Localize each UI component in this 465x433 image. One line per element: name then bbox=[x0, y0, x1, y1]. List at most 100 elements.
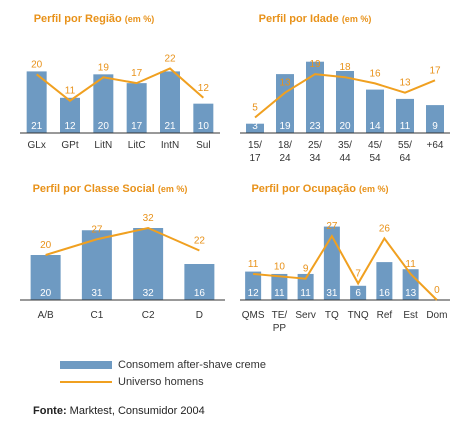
x-tick-label: 35/ bbox=[338, 140, 352, 151]
bar bbox=[184, 264, 215, 300]
chart-title-unit: (em %) bbox=[125, 14, 155, 24]
x-tick-label: Dom bbox=[426, 310, 447, 321]
line-value-label: 11 bbox=[405, 259, 416, 270]
bar-value-label: 21 bbox=[31, 121, 43, 132]
bar bbox=[366, 89, 384, 133]
chart-classe: Perfil por Classe Social (em %) 20 31 32 16 2… bbox=[20, 183, 225, 321]
x-tick-label: TE/ bbox=[272, 310, 288, 321]
x-tick-label: D bbox=[196, 310, 203, 321]
bar bbox=[26, 71, 47, 133]
x-tick-label: Ref bbox=[377, 310, 393, 321]
chart-title-unit: (em %) bbox=[342, 14, 372, 24]
source-label: Fonte: bbox=[33, 405, 67, 417]
line-value-label: 27 bbox=[326, 221, 338, 232]
bar-value-label: 16 bbox=[379, 288, 391, 299]
x-tick-label: LitC bbox=[128, 140, 146, 151]
chart-ocupacao: Perfil por Ocupação (em %) 12 11 11 31 6 16 13 0… bbox=[240, 183, 450, 334]
legend-line-label: Universo homens bbox=[118, 375, 204, 388]
line-value-label: 20 bbox=[31, 59, 43, 70]
bar bbox=[193, 103, 214, 133]
line-value-label: 19 bbox=[309, 59, 321, 70]
chart-title-idade: Perfil por Idade (em %) bbox=[259, 13, 372, 25]
bar-value-label: 11 bbox=[400, 121, 411, 132]
bar-value-label: 21 bbox=[164, 121, 176, 132]
x-tick-label: LitN bbox=[94, 140, 112, 151]
line-value-label: 0 bbox=[434, 285, 440, 296]
chart-title-regiao: Perfil por Região (em %) bbox=[34, 13, 155, 25]
legend: Consomem after-shave creme Universo home… bbox=[60, 357, 266, 391]
bar-value-label: 32 bbox=[143, 288, 155, 299]
legend-item-line: Universo homens bbox=[60, 374, 266, 389]
bar bbox=[426, 105, 444, 133]
bar-value-label: 12 bbox=[248, 288, 260, 299]
x-tick-label: 45/ bbox=[368, 140, 382, 151]
legend-line-swatch bbox=[60, 380, 112, 383]
bar bbox=[306, 61, 324, 134]
chart-idade: Perfil por Idade (em %) 3 19 23 20 14 11 9 5 13 19… bbox=[240, 13, 450, 164]
chart-title-text: Perfil por Ocupação bbox=[251, 183, 359, 195]
line-value-label: 32 bbox=[143, 213, 155, 224]
x-tick-label: Serv bbox=[295, 310, 316, 321]
line-value-label: 10 bbox=[274, 261, 286, 272]
x-tick-label: Est bbox=[403, 310, 418, 321]
bar bbox=[297, 273, 314, 300]
x-tick-label: IntN bbox=[161, 140, 179, 151]
line-value-label: 26 bbox=[379, 223, 391, 234]
x-tick-label: 44 bbox=[339, 153, 351, 164]
x-tick-label: TQ bbox=[325, 310, 339, 321]
line-value-label: 11 bbox=[248, 259, 259, 270]
bar-value-label: 20 bbox=[40, 288, 52, 299]
bar bbox=[350, 285, 367, 300]
chart-title-text: Perfil por Região bbox=[34, 13, 125, 25]
bar-value-label: 13 bbox=[405, 288, 417, 299]
x-tick-label: C2 bbox=[142, 310, 155, 321]
chart-title-ocupacao: Perfil por Ocupação (em %) bbox=[251, 183, 388, 195]
line-value-label: 19 bbox=[98, 62, 110, 73]
x-tick-label: 18/ bbox=[278, 140, 292, 151]
x-tick-label: A/B bbox=[38, 310, 54, 321]
bar-value-label: 3 bbox=[252, 121, 258, 132]
bar-value-label: 16 bbox=[194, 288, 206, 299]
bar bbox=[93, 74, 114, 133]
chart-regiao: Perfil por Região (em %) 21 12 20 17 21 10 20 11… bbox=[20, 13, 220, 151]
bar-value-label: 20 bbox=[339, 121, 351, 132]
line-value-label: 20 bbox=[40, 240, 52, 251]
chart-title-text: Perfil por Classe Social bbox=[33, 183, 158, 195]
x-tick-label: C1 bbox=[90, 310, 103, 321]
bar bbox=[133, 228, 164, 300]
line-value-label: 22 bbox=[164, 53, 176, 64]
bar-value-label: 17 bbox=[131, 121, 143, 132]
x-tick-label: TNQ bbox=[348, 310, 369, 321]
x-tick-label: 64 bbox=[399, 153, 411, 164]
x-tick-label: +64 bbox=[427, 140, 444, 151]
x-tick-label: 24 bbox=[279, 153, 291, 164]
line-series bbox=[253, 234, 438, 301]
bar-value-label: 9 bbox=[432, 121, 438, 132]
line-value-label: 17 bbox=[429, 65, 441, 76]
source-text: Marktest, Consumidor 2004 bbox=[69, 405, 205, 417]
line-value-label: 13 bbox=[399, 78, 411, 89]
x-tick-label: GLx bbox=[27, 140, 45, 151]
x-tick-label: GPt bbox=[61, 140, 78, 151]
bar bbox=[271, 273, 288, 300]
chart-title-classe: Perfil por Classe Social (em %) bbox=[33, 183, 188, 195]
line-value-label: 27 bbox=[91, 224, 103, 235]
line-value-label: 13 bbox=[279, 78, 291, 89]
bar-value-label: 6 bbox=[355, 288, 361, 299]
bar-value-label: 10 bbox=[198, 121, 210, 132]
x-tick-label: 17 bbox=[249, 153, 261, 164]
line-value-label: 9 bbox=[303, 264, 309, 275]
legend-bar-label: Consomem after-shave creme bbox=[118, 358, 266, 371]
x-tick-label: QMS bbox=[242, 310, 265, 321]
x-tick-label: 15/ bbox=[248, 140, 262, 151]
bar-value-label: 12 bbox=[64, 121, 76, 132]
line-value-label: 12 bbox=[198, 83, 210, 94]
bar bbox=[376, 262, 393, 300]
line-value-label: 18 bbox=[339, 62, 351, 73]
x-tick-label: Sul bbox=[196, 140, 210, 151]
x-tick-label: 34 bbox=[309, 153, 321, 164]
chart-title-unit: (em %) bbox=[158, 184, 188, 194]
bar-value-label: 19 bbox=[279, 121, 291, 132]
bar-value-label: 31 bbox=[326, 288, 338, 299]
